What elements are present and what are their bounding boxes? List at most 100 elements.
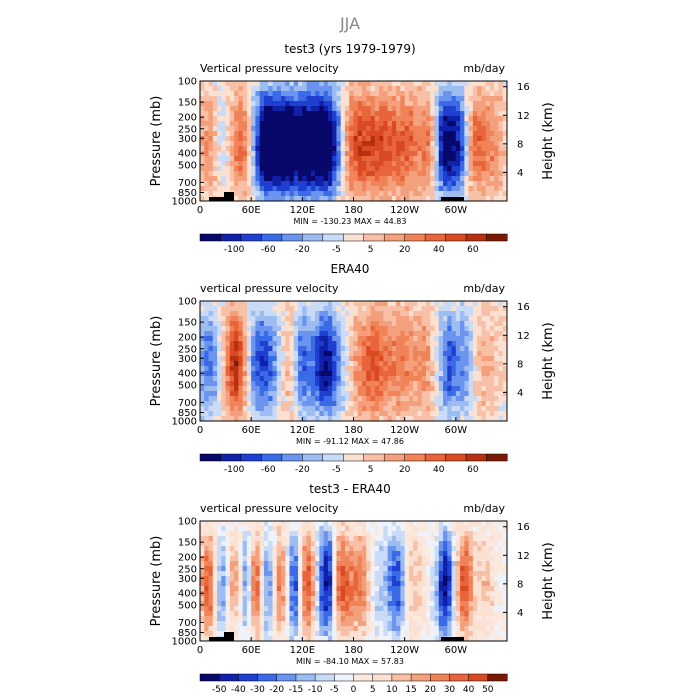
- heatmap-cell: [281, 341, 286, 347]
- heatmap-cell: [464, 101, 470, 107]
- heatmap-cell: [370, 126, 376, 132]
- heatmap-cell: [208, 521, 214, 527]
- heatmap-cell: [323, 381, 329, 387]
- heatmap-cell: [468, 401, 474, 407]
- heatmap-cell: [263, 396, 269, 402]
- heatmap-cell: [200, 596, 205, 602]
- heatmap-cell: [353, 151, 359, 157]
- heatmap-cell: [349, 346, 354, 352]
- heatmap-cell: [451, 301, 457, 307]
- heatmap-cell: [259, 326, 265, 332]
- heatmap-cell: [438, 86, 444, 92]
- heatmap-cell: [225, 601, 231, 607]
- heatmap-cell: [246, 366, 252, 372]
- heatmap-cell: [366, 601, 371, 607]
- heatmap-cell: [336, 166, 342, 172]
- heatmap-cell: [443, 126, 448, 132]
- heatmap-cell: [276, 401, 282, 407]
- heatmap-cell: [221, 406, 226, 412]
- heatmap-cell: [323, 116, 329, 122]
- heatmap-cell: [234, 406, 239, 412]
- heatmap-cell: [336, 521, 342, 527]
- heatmap-cell: [208, 576, 214, 582]
- heatmap-cell: [238, 131, 244, 137]
- heatmap-cell: [396, 606, 401, 612]
- heatmap-cell: [451, 186, 457, 192]
- heatmap-cell: [443, 346, 448, 352]
- heatmap-cell: [327, 631, 333, 637]
- heatmap-cell: [200, 106, 205, 112]
- heatmap-cell: [246, 391, 252, 397]
- heatmap-cell: [310, 606, 316, 612]
- heatmap-cell: [468, 86, 474, 92]
- heatmap-cell: [298, 596, 303, 602]
- heatmap-cell: [276, 601, 282, 607]
- heatmap-cell: [421, 136, 427, 142]
- heatmap-cell: [268, 186, 273, 192]
- heatmap-cell: [481, 96, 487, 102]
- heatmap-cell: [404, 356, 410, 362]
- heatmap-cell: [494, 161, 499, 167]
- heatmap-cell: [200, 561, 205, 567]
- heatmap-cell: [379, 616, 384, 622]
- heatmap-cell: [336, 531, 342, 537]
- heatmap-cell: [323, 326, 329, 332]
- heatmap-cell: [434, 556, 440, 562]
- heatmap-cell: [234, 606, 239, 612]
- heatmap-cell: [400, 356, 406, 362]
- heatmap-cell: [234, 616, 239, 622]
- heatmap-cell: [417, 116, 423, 122]
- heatmap-cell: [242, 196, 248, 202]
- heatmap-cell: [408, 156, 414, 162]
- heatmap-cell: [268, 301, 273, 307]
- heatmap-cell: [208, 591, 214, 597]
- heatmap-cell: [379, 346, 384, 352]
- heatmap-cell: [259, 621, 265, 627]
- y-axis-label: Pressure (mb): [149, 316, 164, 407]
- heatmap-cell: [443, 181, 448, 187]
- heatmap-cell: [366, 366, 371, 372]
- heatmap-cell: [217, 321, 222, 327]
- heatmap-cell: [362, 546, 367, 552]
- heatmap-cell: [366, 401, 371, 407]
- heatmap-cell: [485, 101, 491, 107]
- heatmap-cell: [502, 371, 508, 377]
- heatmap-cell: [366, 611, 371, 617]
- heatmap-cell: [242, 606, 248, 612]
- heatmap-cell: [443, 96, 448, 102]
- heatmap-cell: [464, 196, 470, 202]
- heatmap-cell: [421, 126, 427, 132]
- heatmap-cell: [353, 146, 359, 152]
- heatmap-cell: [489, 371, 495, 377]
- heatmap-cell: [494, 176, 499, 182]
- heatmap-cell: [263, 521, 269, 527]
- heatmap-cell: [255, 556, 261, 562]
- heatmap-cell: [417, 166, 423, 172]
- heatmap-cell: [319, 556, 325, 562]
- heatmap-cell: [472, 366, 478, 372]
- heatmap-cell: [421, 326, 427, 332]
- heatmap-cell: [460, 351, 465, 357]
- heatmap-cell: [315, 121, 320, 127]
- heatmap-cell: [396, 636, 401, 642]
- heatmap-cell: [451, 126, 457, 132]
- heatmap-cell: [408, 136, 414, 142]
- heatmap-cell: [285, 566, 290, 572]
- colorbar-swatch: [322, 233, 344, 242]
- heatmap-cell: [468, 106, 474, 112]
- heatmap-cell: [234, 416, 239, 422]
- heatmap-cell: [374, 316, 380, 322]
- heatmap-cell: [460, 116, 465, 122]
- heatmap-cell: [319, 571, 325, 577]
- heatmap-cell: [374, 576, 380, 582]
- heatmap-cell: [408, 171, 414, 177]
- heatmap-cell: [242, 106, 248, 112]
- heatmap-cell: [421, 566, 427, 572]
- heatmap-cell: [221, 91, 226, 97]
- heatmap-cell: [212, 181, 218, 187]
- heatmap-cell: [319, 151, 325, 157]
- heatmap-cell: [268, 331, 273, 337]
- heatmap-cell: [285, 351, 290, 357]
- heatmap-cell: [425, 366, 431, 372]
- heatmap-cell: [408, 576, 414, 582]
